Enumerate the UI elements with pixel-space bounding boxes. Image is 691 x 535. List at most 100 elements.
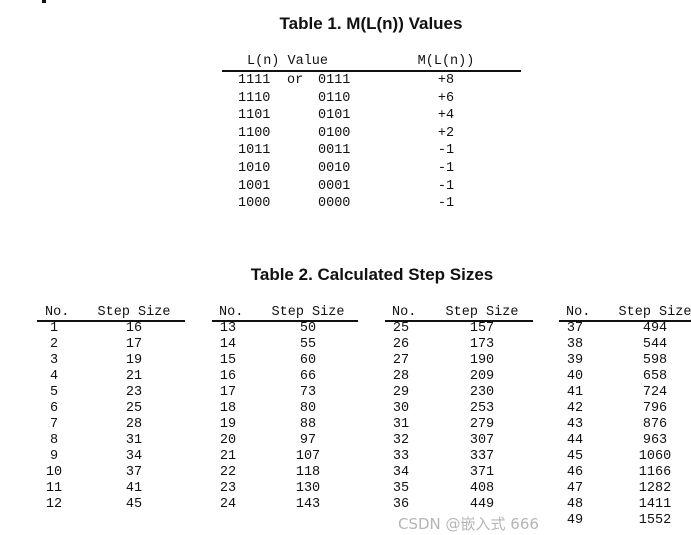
- row-number: 13: [219, 321, 237, 336]
- table2-header-no: No.: [392, 305, 417, 320]
- table1-title: Table 1. M(L(n)) Values: [279, 14, 463, 33]
- row-number: 10: [45, 465, 63, 480]
- step-size: 230: [469, 385, 495, 400]
- step-size: 73: [299, 385, 317, 400]
- step-size: 1166: [638, 465, 672, 480]
- table2-header-no: No.: [566, 305, 591, 320]
- row-number: 14: [219, 337, 237, 352]
- step-size: 41: [125, 481, 143, 496]
- row-number: 7: [49, 417, 59, 432]
- step-size: 658: [642, 369, 668, 384]
- row-number: 3: [49, 353, 59, 368]
- row-number: 20: [219, 433, 237, 448]
- step-size: 371: [469, 465, 495, 480]
- row-number: 2: [49, 337, 59, 352]
- step-size: 190: [469, 353, 495, 368]
- step-size: 963: [642, 433, 668, 448]
- lvalue-a: 1011: [238, 143, 271, 159]
- step-size: 253: [469, 401, 495, 416]
- step-size: 107: [295, 449, 321, 464]
- lvalue-a: 1101: [238, 108, 271, 124]
- row-number: 12: [45, 497, 63, 512]
- lvalue-b: 0011: [318, 143, 351, 159]
- step-size: 88: [299, 417, 317, 432]
- step-size: 66: [299, 369, 317, 384]
- step-size: 97: [299, 433, 317, 448]
- lvalue-b: 0111: [318, 73, 351, 88]
- step-size: 55: [299, 337, 317, 352]
- lvalue-a: 1010: [238, 161, 271, 176]
- row-number: 17: [219, 385, 237, 400]
- lvalue-a: 1100: [238, 125, 271, 141]
- or-text: or: [287, 73, 304, 88]
- row-number: 30: [392, 401, 410, 416]
- lvalue-b: 0001: [318, 178, 351, 194]
- row-number: 45: [566, 449, 584, 464]
- row-number: 25: [392, 321, 410, 336]
- table1-header-lvalue: L(n) Value: [247, 54, 329, 69]
- step-size: 130: [295, 481, 321, 496]
- step-size: 34: [125, 449, 143, 464]
- lvalue-a: 1001: [238, 178, 271, 194]
- table2-header-no: No.: [219, 305, 244, 320]
- step-size: 337: [469, 449, 495, 464]
- m-value: +6: [437, 90, 455, 106]
- row-number: 49: [566, 513, 584, 528]
- row-number: 31: [392, 417, 410, 432]
- step-size: 21: [125, 369, 143, 384]
- step-size: 37: [125, 465, 143, 480]
- row-number: 39: [566, 353, 584, 368]
- step-size: 796: [642, 401, 668, 416]
- step-size: 23: [125, 385, 143, 400]
- table1-header-m: M(L(n)): [417, 54, 475, 69]
- lvalue-b: 0110: [318, 90, 351, 106]
- table2-title: Table 2. Calculated Step Sizes: [250, 265, 494, 284]
- step-size: 494: [642, 321, 668, 336]
- row-number: 9: [49, 449, 59, 464]
- table2-header-step: Step Size: [445, 305, 519, 320]
- step-size: 1282: [638, 481, 672, 496]
- lvalue-b: 0000: [318, 196, 351, 212]
- table2-header-rule: [385, 320, 533, 322]
- m-value: -1: [437, 143, 455, 159]
- row-number: 4: [49, 369, 59, 384]
- lvalue-a: 1000: [238, 196, 271, 212]
- m-value: -1: [437, 196, 455, 212]
- step-size: 80: [299, 401, 317, 416]
- table1-header-rule: [222, 70, 521, 72]
- step-size: 1552: [638, 513, 672, 528]
- table2-header-step: Step Size: [271, 305, 345, 320]
- step-size: 1411: [638, 497, 672, 512]
- step-size: 598: [642, 353, 668, 368]
- step-size: 157: [469, 321, 495, 336]
- step-size: 118: [295, 465, 321, 480]
- row-number: 19: [219, 417, 237, 432]
- step-size: 16: [125, 321, 143, 336]
- row-number: 27: [392, 353, 410, 368]
- table2-header-rule: [212, 320, 358, 322]
- row-number: 24: [219, 497, 237, 512]
- row-number: 41: [566, 385, 584, 400]
- row-number: 37: [566, 321, 584, 336]
- m-value: +2: [437, 125, 455, 141]
- row-number: 22: [219, 465, 237, 480]
- row-number: 46: [566, 465, 584, 480]
- row-number: 47: [566, 481, 584, 496]
- step-size: 279: [469, 417, 495, 432]
- step-size: 173: [469, 337, 495, 352]
- step-size: 50: [299, 321, 317, 336]
- row-number: 38: [566, 337, 584, 352]
- step-size: 25: [125, 401, 143, 416]
- step-size: 19: [125, 353, 143, 368]
- step-size: 209: [469, 369, 495, 384]
- row-number: 18: [219, 401, 237, 416]
- step-size: 60: [299, 353, 317, 368]
- step-size: 876: [642, 417, 668, 432]
- row-number: 35: [392, 481, 410, 496]
- row-number: 15: [219, 353, 237, 368]
- m-value: +8: [437, 73, 455, 88]
- row-number: 26: [392, 337, 410, 352]
- row-number: 21: [219, 449, 237, 464]
- step-size: 544: [642, 337, 668, 352]
- row-number: 5: [49, 385, 59, 400]
